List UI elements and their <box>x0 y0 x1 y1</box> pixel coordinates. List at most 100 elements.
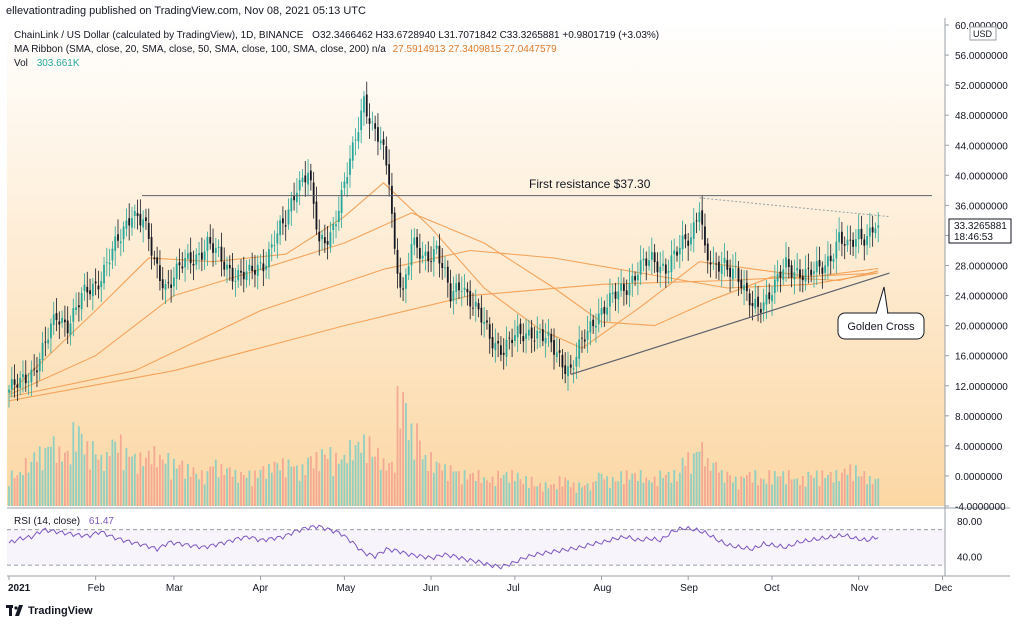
candle-body <box>628 283 631 296</box>
tradingview-icon <box>6 605 23 616</box>
candle-body <box>10 379 13 390</box>
candle-body <box>159 265 161 282</box>
volume-bar <box>625 470 628 506</box>
candle-body <box>430 261 432 263</box>
candle-body <box>131 218 133 228</box>
volume-bar <box>486 480 488 506</box>
volume-bar <box>402 392 404 506</box>
candle-body <box>351 142 354 161</box>
candle-body <box>167 282 170 284</box>
volume-bar <box>650 482 653 506</box>
volume-bar <box>75 451 77 506</box>
volume-bar <box>276 463 279 506</box>
candle-body <box>690 237 692 245</box>
volume-bar <box>270 472 273 506</box>
candle-body <box>38 358 41 372</box>
candle-body <box>502 352 505 355</box>
candle-body <box>829 255 832 262</box>
volume-bar <box>779 476 782 506</box>
volume-bar <box>718 472 720 506</box>
volume-bar <box>832 482 835 506</box>
candle-body <box>648 260 650 267</box>
volume-bar <box>787 470 790 506</box>
candle-body <box>374 123 377 129</box>
candle-body <box>536 330 539 339</box>
candle-body <box>768 292 771 300</box>
volume-bar <box>293 466 295 506</box>
candle-body <box>852 239 854 247</box>
volume-bar <box>245 477 248 506</box>
candle-body <box>678 247 681 255</box>
candle-body <box>304 175 307 183</box>
volume-bar <box>500 477 502 506</box>
volume-bar <box>734 476 737 506</box>
candle-body <box>27 381 30 383</box>
ma-legend: MA Ribbon (SMA, close, 20, SMA, close, 5… <box>14 44 557 56</box>
candle-body <box>396 249 399 274</box>
last-price-box <box>948 218 1012 244</box>
candle-body <box>740 279 743 289</box>
candle-body <box>712 261 715 263</box>
volume-bar <box>796 478 799 506</box>
volume-bar <box>413 459 416 506</box>
candle-body <box>195 254 198 265</box>
candle-body <box>114 236 117 251</box>
volume-bars <box>8 386 880 506</box>
candle-body <box>103 264 105 284</box>
volume-bar <box>586 483 589 506</box>
price-tick-label: 36.0000000 <box>955 201 1008 212</box>
candle-body <box>734 265 737 267</box>
candle-body <box>77 305 80 308</box>
candle-body <box>273 245 276 247</box>
volume-bar <box>553 483 555 506</box>
candle-body <box>827 256 829 267</box>
candle-body <box>198 253 200 256</box>
volume-bar <box>527 488 530 506</box>
volume-bar <box>19 471 22 506</box>
candle-body <box>785 257 787 268</box>
candle-body <box>335 224 337 227</box>
candle-body <box>128 218 131 226</box>
ohlc-values: O32.3466462 H33.6728940 L31.7071842 C33.… <box>312 30 660 41</box>
bar-countdown: 18:46:53 <box>954 232 993 243</box>
time-tick-label: Aug <box>594 583 612 594</box>
volume-bar <box>209 466 212 506</box>
candle-body <box>541 329 544 342</box>
candle-body <box>759 309 762 313</box>
candle-body <box>715 263 718 265</box>
candle-body <box>44 341 47 343</box>
volume-bar <box>561 486 564 506</box>
volume-bar <box>648 480 650 506</box>
candle-body <box>743 285 745 291</box>
volume-bar <box>167 452 170 506</box>
volume-bar <box>30 461 33 506</box>
volume-bar <box>309 456 312 506</box>
volume-bar <box>139 452 142 506</box>
volume-bar <box>592 482 595 506</box>
volume-bar <box>58 446 61 506</box>
candle-body <box>111 248 114 261</box>
symbol-legend: ChainLink / US Dollar (calculated by Tra… <box>14 30 659 42</box>
volume-bar <box>715 461 718 506</box>
volume-bar <box>768 470 771 506</box>
candle-body <box>639 260 642 275</box>
volume-bar <box>813 477 815 506</box>
volume-bar <box>100 454 103 506</box>
volume-bar <box>645 477 648 506</box>
volume-bar <box>382 458 385 506</box>
volume-bar <box>91 441 94 506</box>
candle-body <box>838 232 841 243</box>
volume-bar <box>841 472 843 506</box>
currency-label: USD <box>973 29 993 39</box>
candle-body <box>254 269 256 275</box>
price-tick-label: 0.0000000 <box>955 472 1003 483</box>
volume-bar <box>33 452 36 506</box>
candle-body <box>868 227 871 237</box>
volume-bar <box>810 475 813 506</box>
time-tick-label: 2021 <box>8 583 31 594</box>
volume-bar <box>16 475 19 506</box>
candle-body <box>874 228 877 234</box>
volume-bar <box>153 446 156 506</box>
volume-bar <box>636 480 639 506</box>
candle-body <box>268 249 270 268</box>
